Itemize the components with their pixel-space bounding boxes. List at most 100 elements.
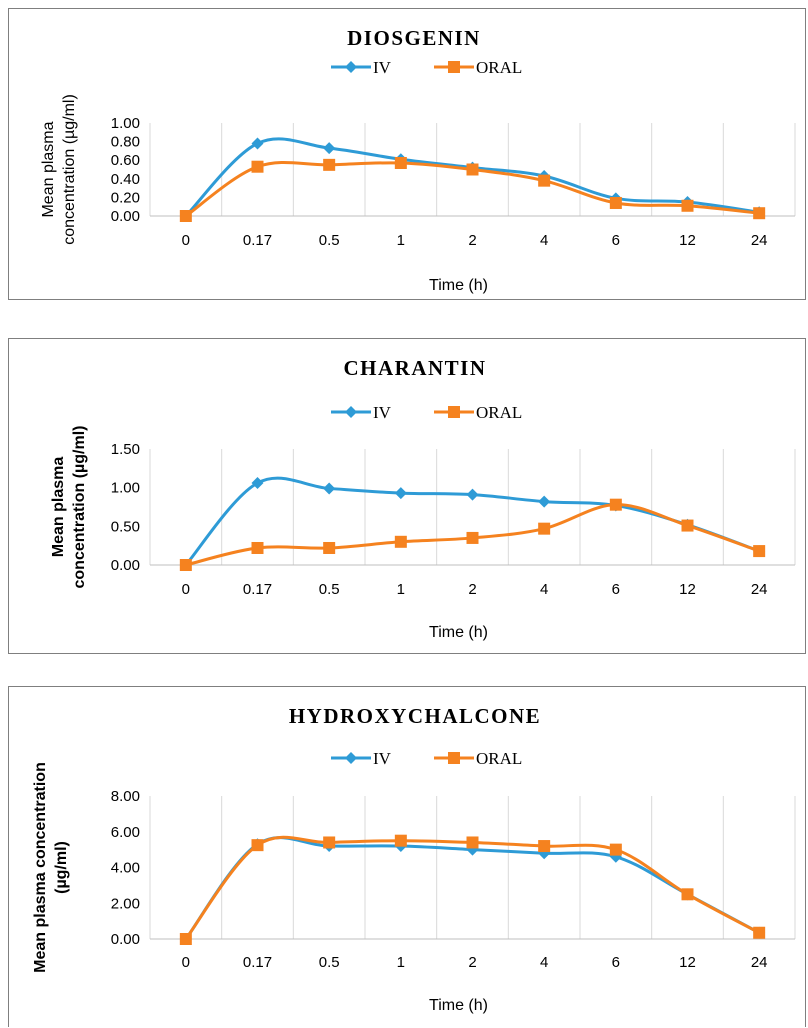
x-tick-label: 2 (468, 954, 476, 971)
data-point-iv (323, 142, 336, 155)
y-tick-label: 0.50 (111, 518, 140, 535)
y-axis-label-line: Mean plasma (50, 457, 67, 558)
data-point-oral (609, 196, 622, 209)
legend-marker-square-icon (448, 752, 460, 764)
x-tick-label: 2 (468, 232, 476, 249)
y-tick-label: 0.00 (111, 208, 140, 225)
y-axis-label-line: Mean plasma concentration (32, 762, 49, 973)
legend-marker-diamond-icon (345, 61, 357, 73)
y-tick-label: 6.00 (111, 824, 140, 841)
y-axis-label-line: concentration (µg/ml) (71, 426, 88, 589)
legend-label: IV (373, 749, 392, 768)
x-tick-label: 4 (540, 581, 548, 598)
y-axis-label-line: concentration (µg/ml) (61, 94, 78, 245)
charantin-chart-panel: CHARANTIN 0.00 0.50 1.00 1.50 0 0.17 0.5 1 2 4 6 12… (8, 338, 806, 654)
y-tick-label: 2.00 (111, 895, 140, 912)
charantin-chart: CHARANTIN 0.000.501.001.500 0.17 0.5 1 2 4 6 12… (50, 356, 796, 641)
data-point-oral (323, 541, 336, 554)
x-tick-label: 1 (397, 954, 405, 971)
data-point-oral (538, 522, 551, 535)
legend-label: IV (373, 403, 392, 422)
x-tick-label: 4 (540, 232, 548, 249)
x-tick-label: 0.17 (243, 581, 272, 598)
data-point-iv (466, 488, 479, 501)
y-tick-label: 0.40 (111, 171, 140, 188)
data-point-oral (179, 559, 192, 571)
data-point-oral (179, 210, 192, 222)
data-point-oral (609, 498, 622, 511)
y-tick-label: 1.00 (111, 115, 140, 132)
y-axis-label-line: (µg/ml) (53, 841, 70, 894)
y-tick-label: 1.50 (111, 441, 140, 458)
x-tick-label: 4 (540, 954, 548, 971)
data-point-oral (251, 541, 264, 554)
x-tick-label: 0 (182, 581, 190, 598)
legend-marker-diamond-icon (345, 752, 357, 764)
hydroxychalcone-chart: HYDROXYCHALCONE 0.00 2.00 4.00 6.00 8.00 0 0.1… (32, 704, 796, 1014)
data-point-oral (753, 207, 766, 220)
legend-label: IV (373, 58, 392, 77)
data-point-oral (394, 535, 407, 548)
x-tick-label: 6 (612, 581, 620, 598)
data-point-iv (251, 477, 264, 490)
diosgenin-chart: DIOSGENIN 0.00 0.200.40 0.600.80 1.00 0 0.17 0… (40, 26, 796, 294)
hydroxychalcone-chart-panel: HYDROXYCHALCONE 0.00 2.00 4.00 6.00 8.00 0 0.1… (8, 686, 806, 1027)
data-point-iv (394, 487, 407, 500)
data-point-oral (466, 836, 479, 849)
data-point-oral (753, 545, 766, 558)
x-tick-label: 24 (751, 232, 768, 249)
data-point-oral (323, 158, 336, 171)
data-point-iv (251, 137, 264, 150)
x-tick-label: 2 (468, 581, 476, 598)
data-point-oral (179, 933, 192, 945)
x-tick-label: 24 (751, 954, 768, 971)
x-tick-label: 0.5 (319, 232, 340, 249)
y-tick-label: 0.60 (111, 152, 140, 169)
legend-label: ORAL (476, 58, 522, 77)
y-tick-label: 4.00 (111, 860, 140, 877)
y-tick-label: 0.00 (111, 557, 140, 574)
legend-label: ORAL (476, 403, 522, 422)
y-axis-label-line: Mean plasma (40, 121, 57, 217)
legend-marker-square-icon (448, 61, 460, 73)
x-tick-label: 12 (679, 232, 696, 249)
legend-label: ORAL (476, 749, 522, 768)
data-point-oral (251, 839, 264, 852)
x-tick-label: 6 (612, 232, 620, 249)
data-point-iv (538, 495, 551, 508)
chart-title: CHARANTIN (343, 356, 486, 380)
data-point-oral (681, 199, 694, 212)
x-tick-label: 1 (397, 232, 405, 249)
x-tick-label: 0 (182, 954, 190, 971)
x-axis-label: Time (h) (429, 997, 488, 1014)
data-point-oral (609, 843, 622, 856)
data-point-oral (681, 519, 694, 532)
data-point-oral (538, 174, 551, 187)
x-axis-label: Time (h) (429, 624, 488, 641)
x-tick-label: 1 (397, 581, 405, 598)
data-point-oral (753, 926, 766, 939)
y-tick-label: 8.00 (111, 788, 140, 805)
data-point-oral (251, 160, 264, 173)
data-point-oral (394, 834, 407, 847)
chart-title: HYDROXYCHALCONE (289, 704, 541, 728)
y-tick-label: 0.00 (111, 931, 140, 948)
x-tick-label: 0.5 (319, 581, 340, 598)
data-point-oral (466, 163, 479, 176)
x-axis-label: Time (h) (429, 277, 488, 294)
x-tick-label: 0.17 (243, 954, 272, 971)
chart-title: DIOSGENIN (347, 26, 481, 50)
y-tick-label: 0.80 (111, 134, 140, 151)
x-tick-label: 0.17 (243, 232, 272, 249)
data-point-iv (323, 482, 336, 495)
x-tick-label: 6 (612, 954, 620, 971)
y-axis-label: Mean plasma concentration (µg/ml) (50, 426, 88, 589)
x-tick-label: 12 (679, 581, 696, 598)
y-tick-label: 1.00 (111, 480, 140, 497)
data-point-oral (538, 840, 551, 853)
x-tick-label: 0.5 (319, 954, 340, 971)
y-tick-label: 0.20 (111, 189, 140, 206)
data-point-oral (466, 531, 479, 544)
data-point-oral (681, 888, 694, 901)
x-tick-label: 0 (182, 232, 190, 249)
